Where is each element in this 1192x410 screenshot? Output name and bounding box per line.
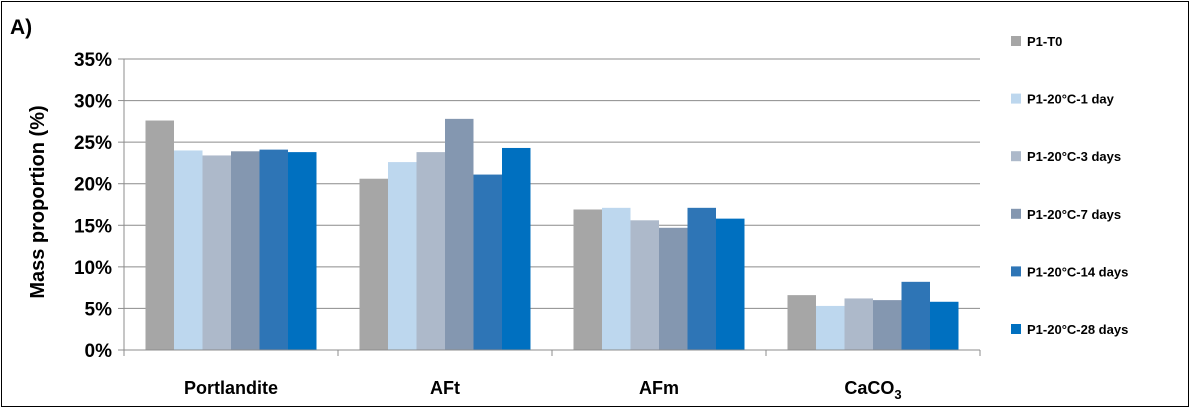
- legend-label: P1-20°C-3 days: [1027, 149, 1121, 164]
- bar: [502, 147, 531, 350]
- panel-label: A): [10, 16, 32, 39]
- bar: [202, 155, 231, 350]
- y-tick-label: 15%: [74, 216, 112, 237]
- bar: [716, 218, 745, 350]
- bars: [145, 118, 959, 350]
- bar: [288, 152, 317, 350]
- bar: [873, 300, 902, 350]
- y-tick-label: 10%: [74, 258, 112, 279]
- legend-label: P1-20°C-1 day: [1027, 92, 1115, 107]
- legend-swatch: [1011, 93, 1021, 104]
- bar: [930, 301, 959, 350]
- legend-label: P1-20°C-28 days: [1027, 322, 1128, 337]
- y-tick-label: 25%: [74, 133, 112, 154]
- bar: [844, 298, 873, 350]
- y-axis-label: Mass proportion (%): [27, 105, 49, 298]
- bar: [630, 220, 659, 350]
- category-label: CaCO3: [844, 378, 901, 402]
- legend-label: P1-20°C-14 days: [1027, 264, 1128, 279]
- bar: [602, 207, 631, 350]
- category-label: Portlandite: [184, 378, 278, 398]
- bar: [901, 281, 930, 350]
- bar: [416, 152, 445, 350]
- legend: P1-T0 P1-20°C-1 day P1-20°C-3 days P1-20°C-…: [1011, 34, 1128, 337]
- y-tick-label: 35%: [74, 50, 112, 71]
- category-labels: Portlandite AFt AFm CaCO3: [184, 378, 902, 402]
- bar: [145, 120, 174, 350]
- legend-swatch: [1011, 266, 1021, 277]
- legend-swatch: [1011, 151, 1021, 162]
- legend-swatch: [1011, 36, 1021, 46]
- category-label: AFt: [430, 378, 460, 398]
- y-tick-label: 30%: [74, 92, 112, 113]
- y-tick-label: 5%: [85, 299, 113, 320]
- bar: [659, 227, 688, 350]
- axes: [118, 58, 981, 356]
- y-tick-label: 0%: [85, 341, 113, 362]
- legend-swatch: [1011, 208, 1021, 219]
- bar: [259, 149, 288, 350]
- bar: [388, 162, 417, 350]
- legend-label: P1-T0: [1027, 34, 1062, 49]
- y-tick-label: 20%: [74, 175, 112, 196]
- bar: [473, 174, 502, 350]
- bar: [787, 295, 816, 350]
- bar: [687, 207, 716, 350]
- bar: [573, 209, 602, 350]
- bar: [174, 150, 203, 350]
- legend-swatch: [1011, 324, 1021, 334]
- legend-label: P1-20°C-7 days: [1027, 207, 1121, 222]
- bar: [445, 118, 474, 350]
- bar: [359, 178, 388, 350]
- category-label: AFm: [639, 378, 679, 398]
- bar: [816, 305, 845, 350]
- y-tick-labels: 0% 5% 10% 15% 20% 25% 30% 35%: [74, 50, 112, 362]
- bar: [231, 151, 260, 350]
